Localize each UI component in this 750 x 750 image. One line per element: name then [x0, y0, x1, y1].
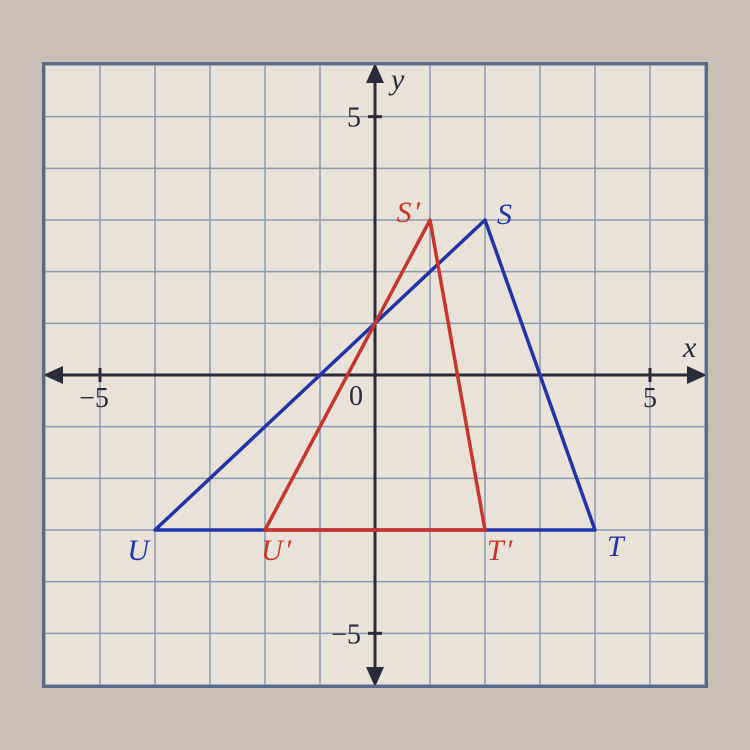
- svg-text:y: y: [388, 65, 405, 96]
- svg-text:S: S: [497, 198, 512, 231]
- svg-text:0: 0: [349, 381, 363, 412]
- coordinate-plane: −5 5 5 −5 0 x y S T U S′ T′ U′: [42, 62, 708, 688]
- svg-text:U: U: [127, 534, 151, 567]
- graph-svg: −5 5 5 −5 0 x y S T U S′ T′ U′: [45, 65, 705, 685]
- svg-text:−5: −5: [331, 619, 361, 650]
- svg-text:5: 5: [347, 103, 361, 134]
- svg-text:5: 5: [643, 383, 657, 414]
- svg-text:T: T: [607, 530, 626, 563]
- svg-text:x: x: [682, 331, 697, 364]
- axes: [45, 65, 705, 685]
- svg-text:S′: S′: [396, 196, 420, 229]
- svg-text:T′: T′: [487, 534, 513, 567]
- svg-text:−5: −5: [79, 383, 109, 414]
- labels: −5 5 5 −5 0 x y S T U S′ T′ U′: [79, 65, 697, 650]
- svg-text:U′: U′: [261, 534, 292, 567]
